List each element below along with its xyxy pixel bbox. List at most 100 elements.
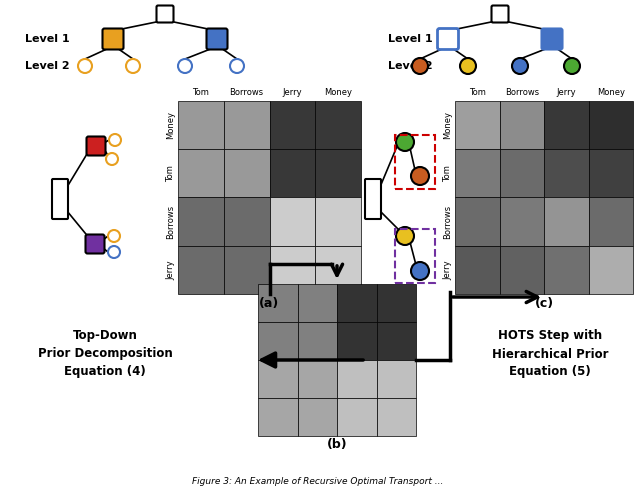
Bar [499,101,544,149]
Text: Tom: Tom [166,165,175,182]
Text: HOTS Step with
Hierarchical Prior
Equation (5): HOTS Step with Hierarchical Prior Equati… [492,329,608,378]
Circle shape [108,246,120,258]
Bar [298,398,337,436]
Text: Borrows: Borrows [230,88,264,97]
Text: Top-Down
Prior Decomposition
Equation (4): Top-Down Prior Decomposition Equation (4… [38,329,172,378]
Circle shape [108,230,120,242]
Circle shape [512,58,528,74]
Bar [258,398,298,436]
FancyBboxPatch shape [85,235,104,253]
Bar [377,398,416,436]
Text: Money: Money [443,111,452,139]
FancyBboxPatch shape [541,29,562,49]
Bar [588,101,633,149]
Circle shape [411,262,429,280]
Circle shape [106,153,118,165]
Bar [395,229,435,283]
Text: Borrows: Borrows [505,88,539,97]
Text: Figure 3: An Example of Recursive Optimal Transport ...: Figure 3: An Example of Recursive Optima… [192,477,444,486]
Bar [395,135,435,189]
Circle shape [411,167,429,185]
Bar [270,149,315,198]
Bar [315,149,361,198]
Bar [178,101,224,149]
Circle shape [396,133,414,151]
Bar [337,360,377,398]
Text: Level 1: Level 1 [25,34,69,44]
FancyBboxPatch shape [207,29,228,49]
Bar [258,284,298,322]
Text: Borrows: Borrows [166,205,175,239]
Circle shape [412,58,428,74]
Bar [298,360,337,398]
Text: Jerry: Jerry [282,88,302,97]
Text: Jerry: Jerry [166,260,175,280]
Bar [455,198,499,246]
Bar [499,149,544,198]
Text: Level 2: Level 2 [388,61,432,71]
Text: Borrows: Borrows [443,205,452,239]
Bar [588,149,633,198]
Bar [337,322,377,360]
Text: (c): (c) [534,297,553,310]
Text: Tom: Tom [193,88,209,97]
FancyBboxPatch shape [156,5,174,23]
Bar [270,246,315,294]
Text: Money: Money [324,88,352,97]
Bar [315,198,361,246]
Circle shape [78,59,92,73]
Bar [337,284,377,322]
Bar [377,360,416,398]
Bar [224,149,270,198]
FancyBboxPatch shape [438,29,459,49]
Text: Level 2: Level 2 [25,61,69,71]
Bar [224,198,270,246]
FancyBboxPatch shape [365,179,381,219]
Circle shape [126,59,140,73]
Bar [455,101,499,149]
Bar [298,322,337,360]
Bar [377,322,416,360]
Text: Jerry: Jerry [556,88,576,97]
Text: (b): (b) [327,438,347,451]
Circle shape [178,59,192,73]
Text: Tom: Tom [469,88,486,97]
Bar [258,322,298,360]
Bar [224,246,270,294]
Text: (a): (a) [259,297,280,310]
Bar [178,198,224,246]
Bar [455,149,499,198]
FancyBboxPatch shape [52,179,68,219]
Bar [588,246,633,294]
Bar [499,246,544,294]
Text: Money: Money [597,88,625,97]
Text: Level 1: Level 1 [388,34,432,44]
Bar [258,360,298,398]
Bar [224,101,270,149]
Bar [315,101,361,149]
Circle shape [230,59,244,73]
Circle shape [460,58,476,74]
Bar [544,246,588,294]
Bar [455,246,499,294]
Bar [315,246,361,294]
Bar [588,198,633,246]
Bar [270,198,315,246]
Bar [499,198,544,246]
Text: Money: Money [166,111,175,139]
Circle shape [564,58,580,74]
Bar [544,101,588,149]
Bar [544,149,588,198]
Bar [298,284,337,322]
Bar [178,149,224,198]
FancyBboxPatch shape [492,5,509,23]
Bar [270,101,315,149]
Bar [377,284,416,322]
Bar [337,398,377,436]
Circle shape [109,134,121,146]
Circle shape [396,227,414,245]
FancyBboxPatch shape [86,136,106,156]
FancyBboxPatch shape [102,29,123,49]
Text: Jerry: Jerry [443,260,452,280]
Bar [544,198,588,246]
